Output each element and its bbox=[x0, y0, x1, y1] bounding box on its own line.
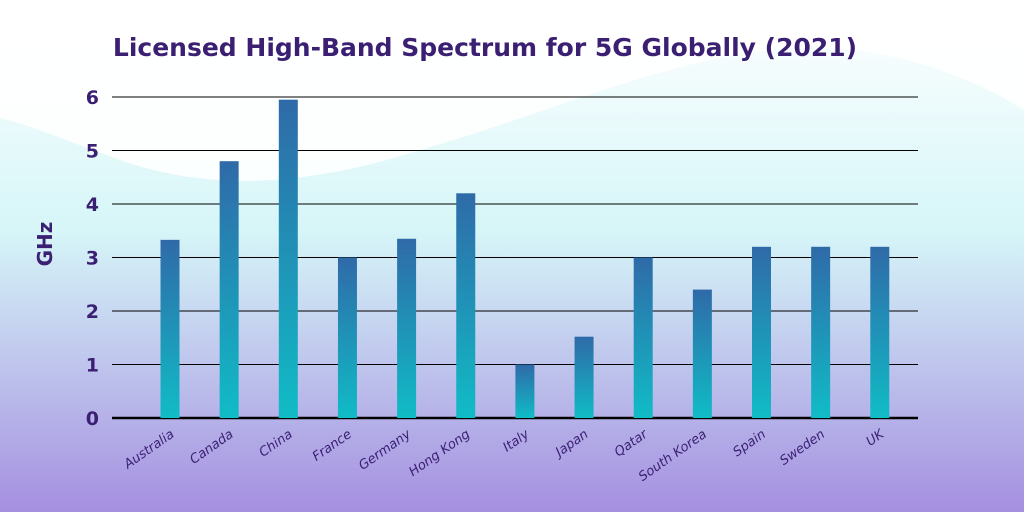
bar-sweden bbox=[811, 246, 831, 418]
bar-japan bbox=[574, 336, 594, 418]
y-tick-label: 0 bbox=[86, 408, 99, 430]
y-tick-label: 6 bbox=[86, 87, 99, 109]
bar-hong-kong bbox=[456, 193, 476, 418]
y-tick-label: 1 bbox=[86, 355, 99, 377]
bars bbox=[160, 99, 890, 419]
bar-germany bbox=[397, 238, 417, 418]
bar-china bbox=[278, 99, 298, 419]
bar-spain bbox=[752, 246, 771, 418]
y-tick-label: 5 bbox=[86, 141, 99, 163]
chart-title: Licensed High-Band Spectrum for 5G Globa… bbox=[113, 33, 857, 62]
bar-south-korea bbox=[692, 289, 712, 418]
y-axis-ticks: 0 1 2 3 4 5 6 bbox=[86, 87, 99, 430]
bar-italy bbox=[515, 364, 535, 418]
y-tick-label: 4 bbox=[86, 194, 99, 216]
gridlines bbox=[112, 96, 918, 420]
y-axis-label: GHz bbox=[33, 222, 57, 267]
y-tick-label: 2 bbox=[86, 301, 99, 323]
bar-canada bbox=[219, 161, 239, 418]
bar-australia bbox=[160, 239, 180, 418]
bar-uk bbox=[870, 246, 890, 418]
y-tick-label: 3 bbox=[86, 248, 99, 270]
bar-qatar bbox=[633, 257, 653, 418]
bar-france bbox=[337, 257, 357, 418]
background-wave bbox=[0, 0, 1024, 181]
